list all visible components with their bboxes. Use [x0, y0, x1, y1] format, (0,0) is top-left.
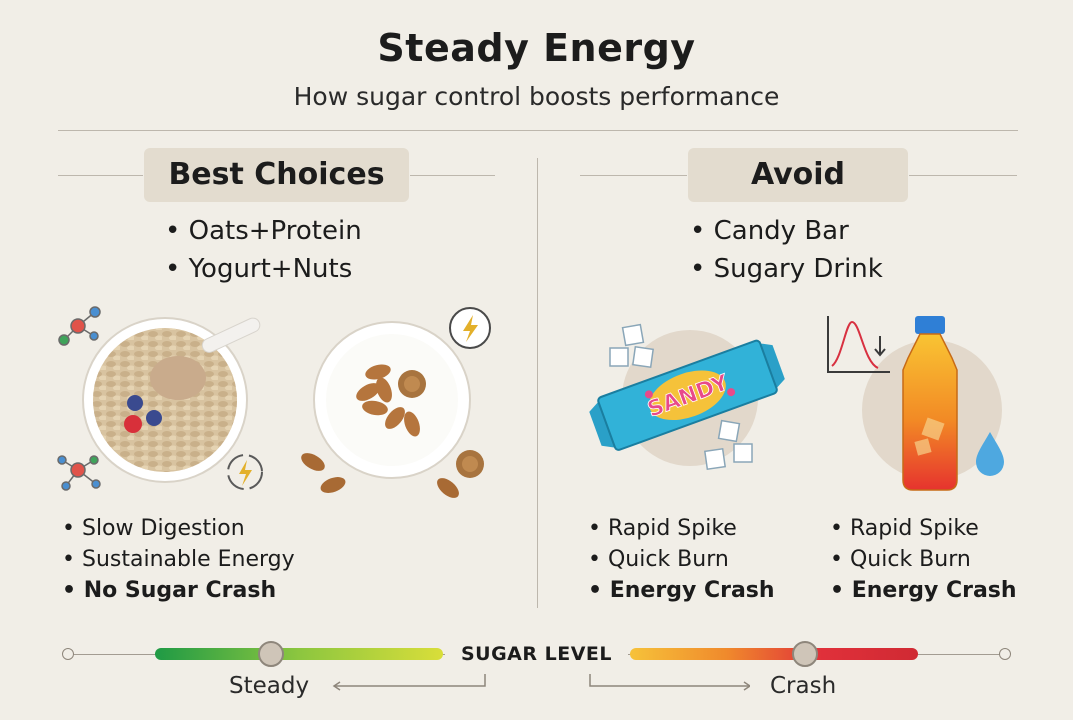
drink-effects-list: Rapid Spike Quick Burn Energy Crash: [830, 513, 1017, 606]
list-item: Yogurt+Nuts: [165, 250, 362, 288]
recycle-bolt-icon: [227, 454, 263, 490]
header-divider: [58, 130, 1018, 131]
list-item: Rapid Spike: [830, 513, 1017, 544]
page-subtitle: How sugar control boosts performance: [293, 82, 780, 111]
molecule-icon: [57, 455, 101, 491]
tag-rule-right: [909, 175, 1017, 176]
spike-chart-icon: [827, 316, 890, 373]
sugar-cube-icon: [703, 419, 753, 471]
tag-rule-left: [58, 175, 143, 176]
avoid-heading: Avoid: [688, 148, 908, 202]
candy-effects-list: Rapid Spike Quick Burn Energy Crash: [588, 513, 775, 606]
sugary-drink-bottle: [902, 316, 958, 491]
water-drop-icon: [976, 432, 1004, 476]
list-item: Energy Crash: [830, 575, 1017, 606]
candy-bar: SANDY: [589, 339, 785, 451]
list-item: Quick Burn: [588, 544, 775, 575]
avoid-foods-illustration: SANDY: [589, 316, 1004, 491]
list-item: No Sugar Crash: [62, 575, 295, 606]
almond-pile: [301, 450, 484, 498]
best-choices-heading: Best Choices: [144, 148, 409, 202]
oats-bowl: [82, 317, 261, 483]
page-title: Steady Energy: [377, 26, 696, 70]
column-divider: [537, 158, 538, 608]
sugar-level-label: SUGAR LEVEL: [445, 643, 628, 665]
list-item: Oats+Protein: [165, 212, 362, 250]
avoid-food-list: Candy Bar Sugary Drink: [690, 212, 883, 288]
crash-gradient-bar: [630, 648, 918, 660]
scale-arrows: [332, 674, 750, 691]
steady-gradient-bar: [155, 648, 443, 660]
steady-label: Steady: [229, 673, 310, 699]
best-effects-list: Slow Digestion Sustainable Energy No Sug…: [62, 513, 295, 606]
tag-rule-right: [410, 175, 495, 176]
crash-slider-knob: [792, 641, 818, 667]
list-item: Rapid Spike: [588, 513, 775, 544]
list-item: Slow Digestion: [62, 513, 295, 544]
scale-endcap-right: [999, 648, 1011, 660]
molecule-icon: [58, 306, 101, 346]
crash-label: Crash: [770, 673, 837, 699]
list-item: Energy Crash: [588, 575, 775, 606]
list-item: Quick Burn: [830, 544, 1017, 575]
yogurt-bowl: [313, 321, 471, 479]
list-item: Candy Bar: [690, 212, 883, 250]
clock-bolt-icon: [449, 307, 491, 349]
best-food-list: Oats+Protein Yogurt+Nuts: [165, 212, 362, 288]
sugar-cube-icon: [609, 323, 655, 369]
best-foods-illustration: [57, 306, 491, 498]
arrow-left-icon: [332, 674, 486, 691]
arrow-right-icon: [589, 674, 750, 691]
scale-endcap-left: [62, 648, 74, 660]
list-item: Sugary Drink: [690, 250, 883, 288]
list-item: Sustainable Energy: [62, 544, 295, 575]
steady-slider-knob: [258, 641, 284, 667]
tag-rule-left: [580, 175, 687, 176]
